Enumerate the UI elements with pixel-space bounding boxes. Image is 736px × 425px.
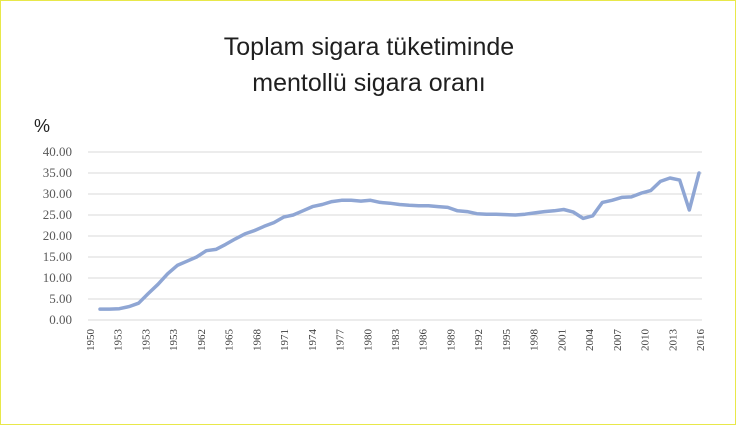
y-tick-label: 10.00 [43, 270, 72, 285]
x-tick-label: 2001 [556, 329, 568, 351]
x-tick-label: 1971 [279, 329, 291, 351]
chart-title: Toplam sigara tüketiminde mentollü sigar… [1, 29, 736, 101]
chart-title-line-2: mentollü sigara oranı [252, 69, 486, 97]
x-tick-label: 1977 [335, 329, 347, 352]
x-tick-label: 1968 [251, 329, 263, 352]
y-tick-label: 25.00 [43, 207, 72, 222]
x-tick-label: 1992 [473, 329, 485, 351]
chart-title-line-1: Toplam sigara tüketiminde [223, 33, 515, 61]
x-tick-label: 1962 [196, 329, 208, 351]
series-line [98, 171, 701, 311]
x-tick-label: 1998 [529, 329, 541, 352]
x-tick-label: 2016 [695, 329, 707, 352]
y-tick-label: 35.00 [43, 165, 72, 180]
x-axis-ticks: 1950 1953 1953 1953 1962 1965 1968 1971 1974 1977… [85, 329, 707, 352]
x-tick-label: 1986 [418, 329, 430, 352]
x-tick-label: 2013 [667, 329, 679, 352]
y-tick-label: 40.00 [43, 144, 72, 159]
y-axis-ticks: 0.00 5.00 10.00 15.00 20.00 25.00 30.00 35.00 40… [43, 144, 72, 327]
x-tick-label: 1953 [168, 329, 180, 352]
x-tick-label: 1950 [85, 329, 97, 352]
x-tick-label: 1995 [501, 329, 513, 352]
gridlines [88, 151, 702, 321]
x-tick-label: 1953 [140, 329, 152, 352]
x-tick-label: 1983 [390, 329, 402, 352]
y-tick-label: 20.00 [43, 228, 72, 243]
x-tick-label: 1989 [445, 329, 457, 352]
y-tick-label: 0.00 [49, 312, 72, 327]
series-group [98, 171, 701, 311]
y-tick-label: 5.00 [49, 291, 72, 306]
y-tick-label: 30.00 [43, 186, 72, 201]
x-tick-label: 1965 [224, 329, 236, 352]
x-tick-label: 2010 [640, 329, 652, 352]
x-tick-label: 2007 [612, 329, 624, 352]
y-tick-label: 15.00 [43, 249, 72, 264]
y-axis-unit-label: % [34, 116, 51, 136]
x-tick-label: 1953 [113, 329, 125, 352]
x-tick-label: 2004 [584, 329, 596, 352]
x-tick-label: 1974 [307, 329, 319, 352]
x-tick-label: 1980 [362, 329, 374, 352]
